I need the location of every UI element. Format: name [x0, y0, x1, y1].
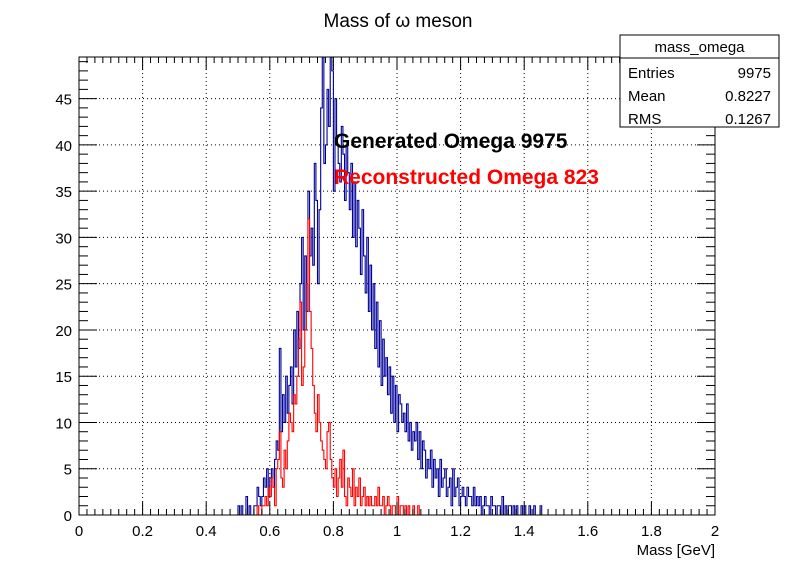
y-tick-label: 20 [55, 323, 72, 340]
stats-entries-label: Entries [628, 65, 675, 82]
axes: 0 0.2 0.4 0.6 0.8 1 1.2 1.4 1.6 1.8 20510152025303… [55, 57, 719, 540]
stats-mean-label: Mean [628, 88, 666, 105]
chart-title: Mass of ω meson [324, 11, 473, 32]
x-tick-label: 0 [75, 523, 83, 540]
y-tick-label: 45 [55, 92, 72, 109]
stats-box-frame [619, 34, 780, 128]
x-tick-label: 1.8 [641, 523, 662, 540]
y-tick-label: 40 [55, 138, 72, 155]
reconstructed-omega-histogram [79, 218, 715, 516]
stats-entries-value: 9975 [738, 65, 771, 82]
y-tick-label: 10 [55, 415, 72, 432]
x-tick-label: 1.4 [514, 523, 535, 540]
reconstructed-omega-label: Reconstructed Omega 823 [334, 166, 599, 189]
x-tick-label: 1.2 [450, 523, 471, 540]
x-tick-label: 0.8 [323, 523, 344, 540]
x-tick-label: 0.4 [196, 523, 217, 540]
x-tick-label: 0.2 [132, 523, 153, 540]
stats-rms-label: RMS [628, 111, 661, 128]
y-tick-label: 15 [55, 369, 72, 386]
x-tick-label: 0.6 [259, 523, 280, 540]
y-tick-label: 35 [55, 184, 72, 201]
stats-rms-value: 0.1267 [725, 111, 771, 128]
y-tick-label: 30 [55, 230, 72, 247]
x-tick-label: 1.6 [577, 523, 598, 540]
stats-box-title: mass_omega [654, 39, 745, 56]
stats-mean-value: 0.8227 [725, 88, 771, 105]
generated-omega-label: Generated Omega 9975 [334, 130, 568, 153]
y-tick-label: 25 [55, 277, 72, 294]
stats-box: mass_omega Entries 9975 Mean 0.8227 RMS … [619, 34, 780, 128]
y-tick-label: 5 [64, 462, 72, 479]
y-tick-label: 0 [64, 508, 72, 525]
x-axis-label: Mass [GeV] [637, 542, 715, 559]
x-tick-label: 1 [393, 523, 401, 540]
x-tick-label: 2 [711, 523, 719, 540]
